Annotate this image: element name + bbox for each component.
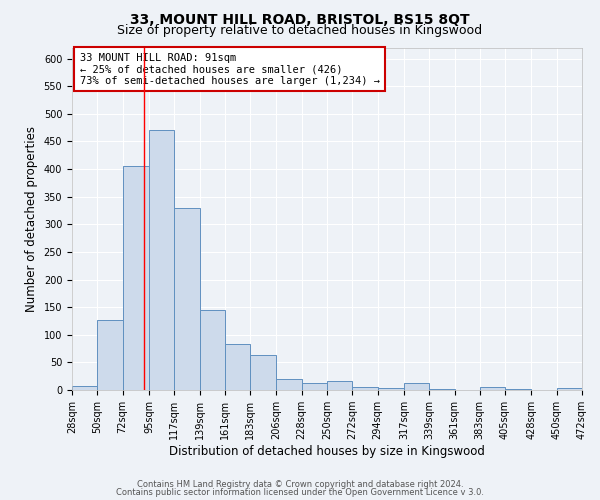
Bar [302, 383, 327, 390]
Text: 33, MOUNT HILL ROAD, BRISTOL, BS15 8QT: 33, MOUNT HILL ROAD, BRISTOL, BS15 8QT [130, 12, 470, 26]
Bar [174, 208, 199, 390]
Bar [480, 387, 505, 390]
Text: Size of property relative to detached houses in Kingswood: Size of property relative to detached ho… [118, 24, 482, 37]
Bar [404, 383, 429, 390]
X-axis label: Distribution of detached houses by size in Kingswood: Distribution of detached houses by size … [169, 445, 485, 458]
Bar [122, 166, 149, 390]
Bar [277, 379, 302, 390]
Bar [429, 389, 455, 390]
Bar [225, 344, 250, 390]
Text: Contains public sector information licensed under the Open Government Licence v : Contains public sector information licen… [116, 488, 484, 497]
Text: 33 MOUNT HILL ROAD: 91sqm
← 25% of detached houses are smaller (426)
73% of semi: 33 MOUNT HILL ROAD: 91sqm ← 25% of detac… [80, 52, 380, 86]
Y-axis label: Number of detached properties: Number of detached properties [25, 126, 38, 312]
Bar [557, 388, 582, 390]
Text: Contains HM Land Registry data © Crown copyright and database right 2024.: Contains HM Land Registry data © Crown c… [137, 480, 463, 489]
Bar [377, 388, 404, 390]
Bar [250, 354, 277, 390]
Bar [327, 381, 352, 390]
Bar [97, 320, 122, 390]
Bar [149, 130, 174, 390]
Bar [352, 386, 377, 390]
Bar [72, 386, 97, 390]
Bar [199, 310, 225, 390]
